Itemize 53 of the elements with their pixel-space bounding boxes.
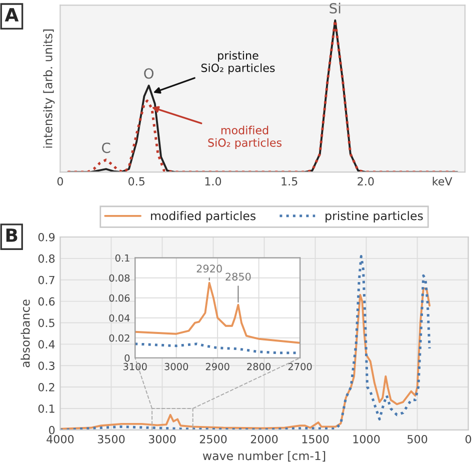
y-tick-label: 0.04 bbox=[109, 314, 130, 322]
y-tick-label: 0.5 bbox=[38, 318, 54, 328]
x-tick-label: keV bbox=[432, 176, 452, 186]
annotation: pristine SiO₂ particles bbox=[201, 51, 275, 74]
x-tick-label: 2000 bbox=[250, 434, 278, 444]
x-tick-label: 2500 bbox=[200, 434, 227, 444]
y-axis-title: intensity [arb. units] bbox=[43, 30, 55, 148]
y-tick-label: 0.2 bbox=[38, 383, 54, 392]
line-series bbox=[60, 255, 431, 430]
text: B bbox=[6, 228, 18, 242]
line-series bbox=[60, 287, 431, 430]
x-tick-label: 4000 bbox=[46, 434, 74, 444]
x-tick-label: 500 bbox=[408, 434, 428, 444]
annotation: Si bbox=[330, 2, 340, 14]
x-tick-label: 2.0 bbox=[358, 177, 374, 186]
annotation: modified SiO₂ particles bbox=[208, 126, 282, 149]
y-tick-label: 0.02 bbox=[109, 334, 130, 342]
x-axis-title: wave number [cm-1] bbox=[202, 451, 326, 462]
y-axis-title: absorbance bbox=[20, 300, 30, 368]
x-tick-label: 2800 bbox=[247, 362, 271, 370]
text: A bbox=[4, 8, 19, 22]
y-tick-label: 0.08 bbox=[109, 274, 130, 282]
annotation: 2920 bbox=[196, 264, 222, 273]
x-tick-label: 2700 bbox=[288, 362, 312, 370]
legend-label: modified particles bbox=[151, 211, 256, 223]
x-tick-label: 1.0 bbox=[205, 177, 222, 186]
line-series bbox=[135, 282, 300, 344]
y-tick-label: 0.8 bbox=[38, 254, 55, 263]
x-tick-label: 3500 bbox=[98, 434, 125, 444]
y-tick-label: 0.7 bbox=[38, 276, 54, 284]
x-tick-label: 3100 bbox=[123, 362, 147, 370]
x-tick-label: 3000 bbox=[148, 434, 176, 444]
y-tick-label: 0.6 bbox=[38, 297, 55, 306]
annotation: O bbox=[144, 68, 154, 79]
y-tick-label: 0.9 bbox=[38, 232, 55, 242]
y-tick-label: 0 bbox=[124, 354, 130, 362]
x-tick-label: 3000 bbox=[164, 362, 188, 370]
y-tick-label: 0.1 bbox=[115, 254, 130, 262]
annotation: 2850 bbox=[226, 272, 251, 281]
y-tick-label: 0 bbox=[49, 426, 55, 434]
x-tick-label: 1500 bbox=[302, 434, 329, 444]
x-tick-label: 0.5 bbox=[128, 177, 144, 186]
x-tick-label: 0 bbox=[57, 177, 63, 186]
x-tick-label: 1.5 bbox=[282, 177, 298, 186]
y-tick-label: 0.3 bbox=[38, 362, 54, 370]
annotation: C bbox=[102, 142, 110, 154]
x-tick-label: 0 bbox=[466, 434, 472, 444]
x-tick-label: 2900 bbox=[206, 362, 230, 370]
legend-label: pristine particles bbox=[326, 211, 423, 223]
y-tick-label: 0.1 bbox=[38, 404, 54, 413]
y-tick-label: 0.4 bbox=[38, 340, 55, 349]
x-tick-label: 1000 bbox=[353, 434, 380, 444]
y-tick-label: 0.06 bbox=[109, 294, 130, 302]
